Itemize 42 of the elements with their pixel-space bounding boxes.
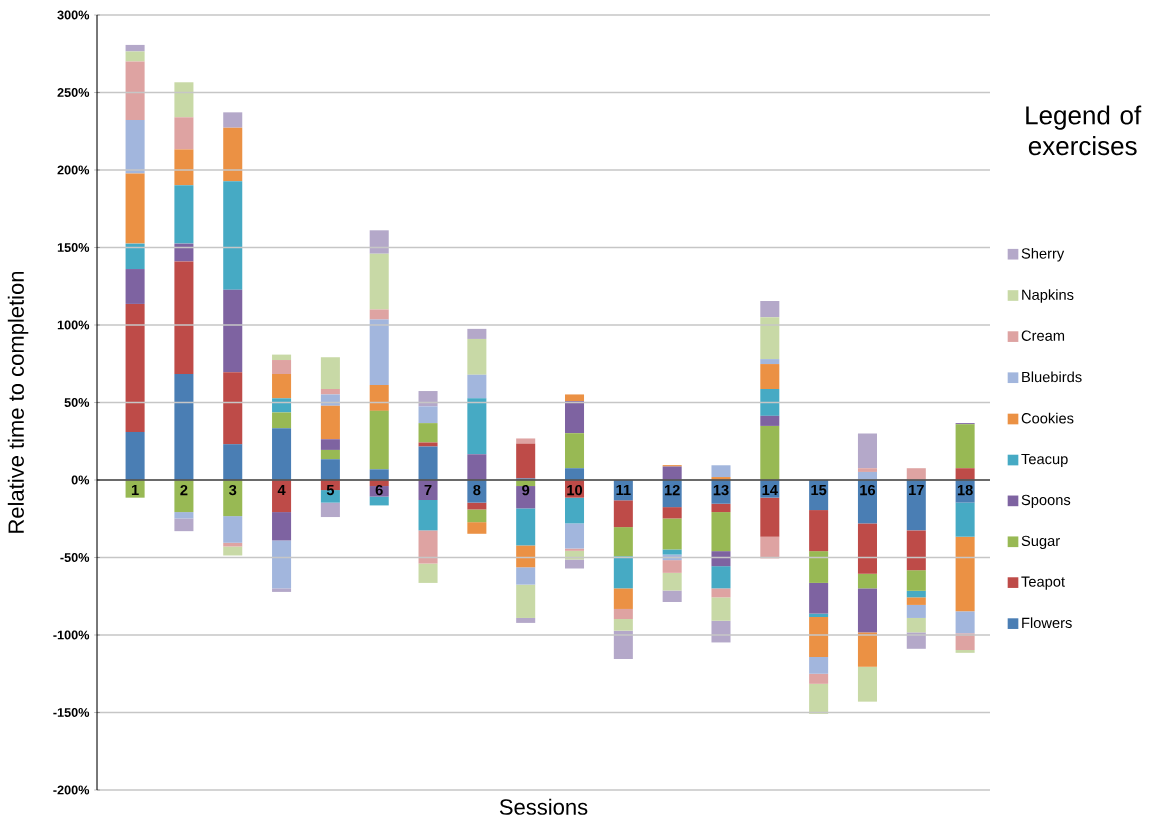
x-tick-label: 15: [811, 484, 827, 496]
y-tick-label: 0%: [71, 475, 90, 485]
legend-title: Legend of exercises: [1026, 105, 1142, 156]
x-tick-label: 2: [180, 484, 188, 496]
x-tick-label: 9: [522, 484, 530, 496]
y-tick-label: -200%: [53, 785, 90, 795]
y-tick-label: 200%: [57, 165, 90, 175]
x-tick-label: 4: [277, 484, 286, 495]
x-tick-label: 1: [131, 484, 139, 495]
legend-label: Cream: [1021, 330, 1065, 341]
y-tick-label: 150%: [57, 243, 90, 252]
legend-label: Cookies: [1021, 412, 1074, 424]
x-tick-label: 17: [909, 484, 924, 495]
legend-label: Sherry: [1021, 247, 1065, 262]
x-axis-title: Sessions: [499, 798, 588, 815]
y-tick-label: -150%: [53, 708, 90, 717]
x-tick-label: 8: [473, 484, 481, 496]
x-tick-label: 18: [957, 484, 973, 496]
y-tick-label: -100%: [53, 630, 90, 640]
x-tick-label: 16: [860, 484, 876, 496]
y-tick-label: 100%: [57, 320, 90, 330]
y-tick-label: -50%: [60, 553, 90, 562]
y-axis-title: Relative time to completion: [7, 271, 29, 533]
legend-label: Napkins: [1022, 289, 1074, 303]
x-tick-label: 13: [713, 484, 729, 496]
x-tick-label: 12: [664, 484, 680, 496]
y-tick-label: 250%: [57, 88, 90, 97]
x-tick-label: 11: [616, 484, 631, 495]
legend-label: Sugar: [1021, 535, 1060, 549]
x-tick-label: 7: [424, 484, 432, 495]
legend-label: Teacup: [1021, 454, 1068, 468]
y-tick-label: 50%: [64, 398, 90, 407]
x-tick-label: 14: [762, 484, 778, 495]
x-tick-label: 10: [567, 484, 583, 496]
x-tick-label: 3: [229, 484, 237, 496]
legend-label: Teapot: [1021, 576, 1065, 590]
x-tick-label: 5: [326, 484, 335, 496]
x-tick-label: 6: [375, 484, 383, 496]
y-tick-label: 300%: [57, 10, 90, 20]
legend-label: Bluebirds: [1022, 371, 1082, 383]
legend-label: Flowers: [1022, 617, 1072, 629]
legend-label: Spoons: [1021, 494, 1071, 509]
